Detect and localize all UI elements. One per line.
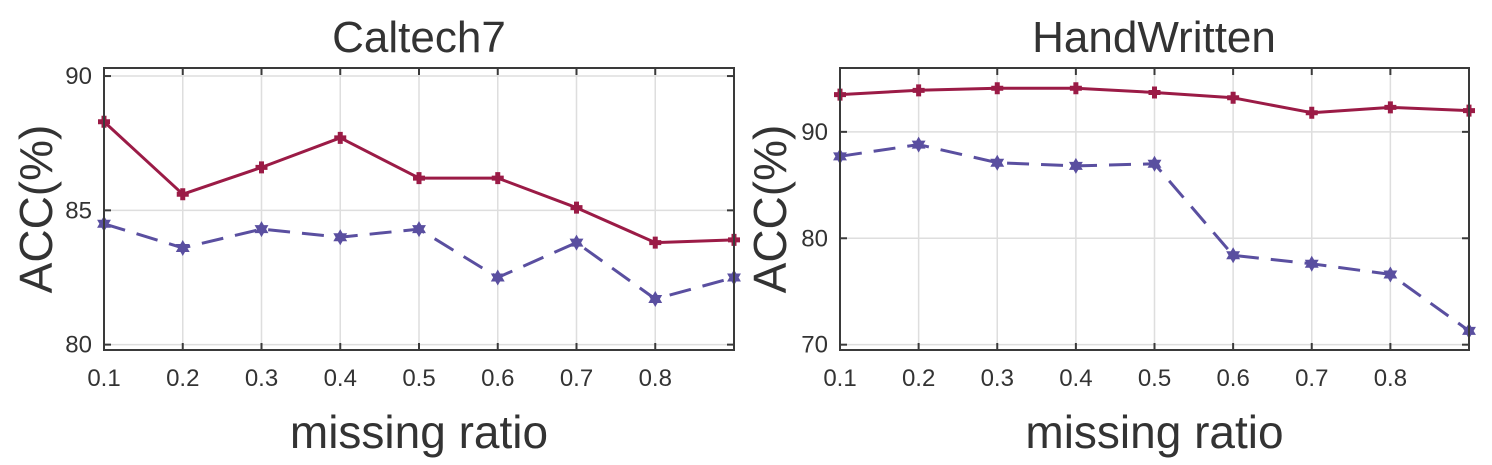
- data-point-plus: [991, 82, 1004, 95]
- x-tick-label: 0.2: [902, 365, 935, 392]
- y-tick-label: 80: [65, 332, 92, 359]
- data-point-star: [569, 234, 584, 251]
- data-point-star: [333, 229, 348, 246]
- x-tick-label: 0.2: [166, 365, 199, 392]
- data-point-star: [490, 269, 505, 286]
- y-tick-label: 90: [65, 63, 92, 90]
- data-point-star: [412, 221, 426, 238]
- x-tick-label: 0.6: [1216, 365, 1249, 392]
- x-axis-label: missing ratio: [1025, 406, 1283, 458]
- x-tick-label: 0.1: [823, 365, 856, 392]
- data-point-plus: [255, 161, 268, 174]
- data-point-plus: [1069, 82, 1082, 95]
- data-point-star: [648, 290, 663, 307]
- chart-title: Caltech7: [332, 13, 506, 62]
- data-point-star: [175, 239, 190, 256]
- y-tick-label: 85: [65, 197, 92, 224]
- x-tick-label: 0.3: [981, 365, 1014, 392]
- data-point-plus: [176, 188, 189, 201]
- x-tick-label: 0.5: [402, 365, 435, 392]
- chart-1: 0.1 0.2 0.3 0.4 0.5 0.6 0.7 0.8 80 85 90 Caltech7 mi…: [10, 13, 741, 458]
- axis-ticks: [103, 68, 734, 350]
- data-point-plus: [334, 131, 347, 144]
- x-tick-label: 0.7: [1295, 365, 1328, 392]
- data-point-star: [1383, 266, 1398, 283]
- data-point-plus: [413, 172, 425, 185]
- data-point-star: [911, 136, 926, 153]
- x-tick-label: 0.1: [87, 365, 120, 392]
- series-2: [97, 215, 741, 307]
- data-point-plus: [491, 172, 504, 185]
- grid-lines: [103, 68, 734, 350]
- y-axis-label: ACC(%): [10, 125, 62, 294]
- x-axis-label: missing ratio: [290, 406, 548, 458]
- data-point-star: [1147, 155, 1162, 172]
- x-tick-label: 0.4: [1059, 365, 1092, 392]
- y-tick-label: 70: [801, 332, 828, 359]
- data-point-plus: [912, 84, 925, 97]
- axis-ticks: [839, 68, 1469, 350]
- data-point-plus: [1384, 101, 1397, 114]
- data-point-plus: [1227, 91, 1240, 104]
- y-tick-label: 80: [801, 225, 828, 252]
- x-tick-label: 0.8: [1374, 365, 1407, 392]
- data-point-star: [990, 154, 1005, 171]
- y-tick-label: 90: [801, 119, 828, 146]
- x-tick-label: 0.7: [560, 365, 593, 392]
- data-point-star: [1304, 255, 1319, 272]
- data-point-star: [1068, 157, 1083, 174]
- x-tick-label: 0.4: [324, 365, 357, 392]
- data-point-plus: [1305, 106, 1318, 119]
- x-tick-label: 0.8: [639, 365, 672, 392]
- x-tick-label: 0.5: [1138, 365, 1171, 392]
- data-point-plus: [649, 236, 662, 249]
- data-point-plus: [570, 201, 583, 214]
- data-point-star: [254, 221, 269, 238]
- chart-2: 0.1 0.2 0.3 0.4 0.5 0.6 0.7 0.8 70 80 90 HandWritte…: [744, 13, 1476, 458]
- y-axis-label: ACC(%): [744, 125, 796, 294]
- data-point-plus: [1148, 86, 1161, 99]
- chart-title: HandWritten: [1032, 13, 1276, 62]
- x-tick-label: 0.3: [245, 365, 278, 392]
- grid-lines: [839, 68, 1469, 350]
- data-point-star: [1226, 247, 1241, 264]
- x-tick-label: 0.6: [481, 365, 514, 392]
- series-1: [834, 82, 1475, 119]
